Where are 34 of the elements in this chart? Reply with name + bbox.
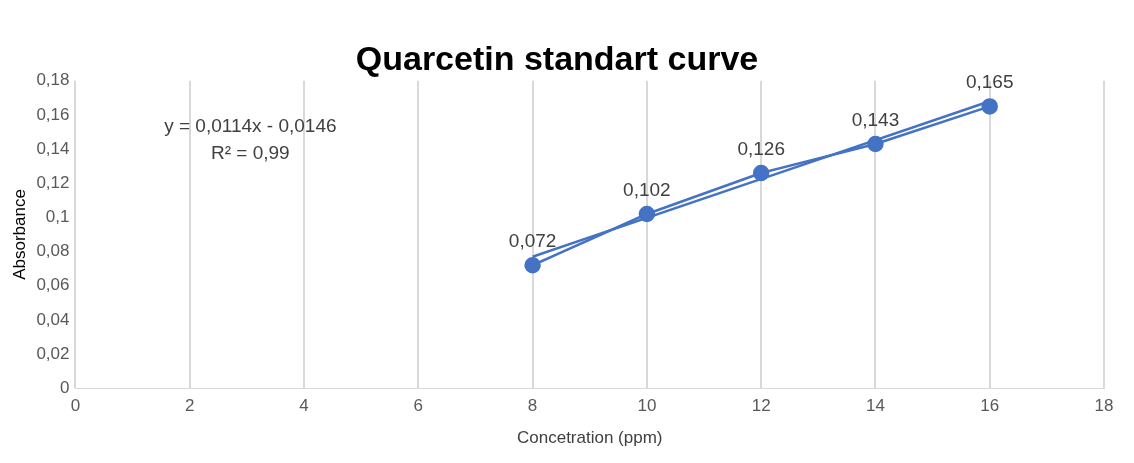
data-label: 0,165	[965, 71, 1014, 93]
y-axis-title: Absorbance	[9, 189, 29, 280]
data-label: 0,126	[737, 137, 785, 159]
y-tick-label: 0,04	[36, 309, 70, 329]
x-tick-label: 8	[527, 396, 538, 416]
data-label: 0,143	[851, 108, 900, 130]
x-axis-title: Concetration (ppm)	[516, 428, 663, 448]
y-tick-label: 0,12	[36, 172, 70, 192]
y-tick-label: 0,14	[36, 138, 70, 158]
x-tick-label: 6	[413, 396, 424, 416]
y-tick-label: 0,08	[36, 241, 70, 261]
x-tick-label: 12	[751, 396, 771, 416]
annotation: y = 0,0114x - 0,0146	[164, 114, 337, 136]
y-tick-label: 0,02	[36, 343, 70, 363]
point	[752, 164, 770, 182]
y-tick-label: 0,06	[36, 275, 70, 295]
chart-title: Quarcetin standart curve	[355, 38, 759, 77]
x-tick-label: 2	[185, 396, 195, 416]
data-label: 0,072	[508, 229, 557, 251]
annotation: R² = 0,99	[210, 141, 290, 163]
y-tick-label: 0,1	[45, 207, 70, 227]
x-tick-label: 10	[637, 396, 657, 416]
data-label: 0,102	[623, 178, 671, 200]
point	[981, 98, 998, 115]
x-tick-label: 4	[299, 396, 309, 416]
point	[524, 256, 541, 274]
point	[638, 205, 656, 223]
point	[867, 135, 884, 153]
x-tick-label: 16	[980, 396, 1000, 416]
y-tick-label: 0,18	[36, 70, 70, 90]
y-tick-label: 0	[60, 377, 70, 397]
x-tick-label: 18	[1094, 396, 1114, 416]
y-tick-label: 0,16	[36, 104, 70, 124]
x-tick-label: 14	[865, 396, 885, 416]
